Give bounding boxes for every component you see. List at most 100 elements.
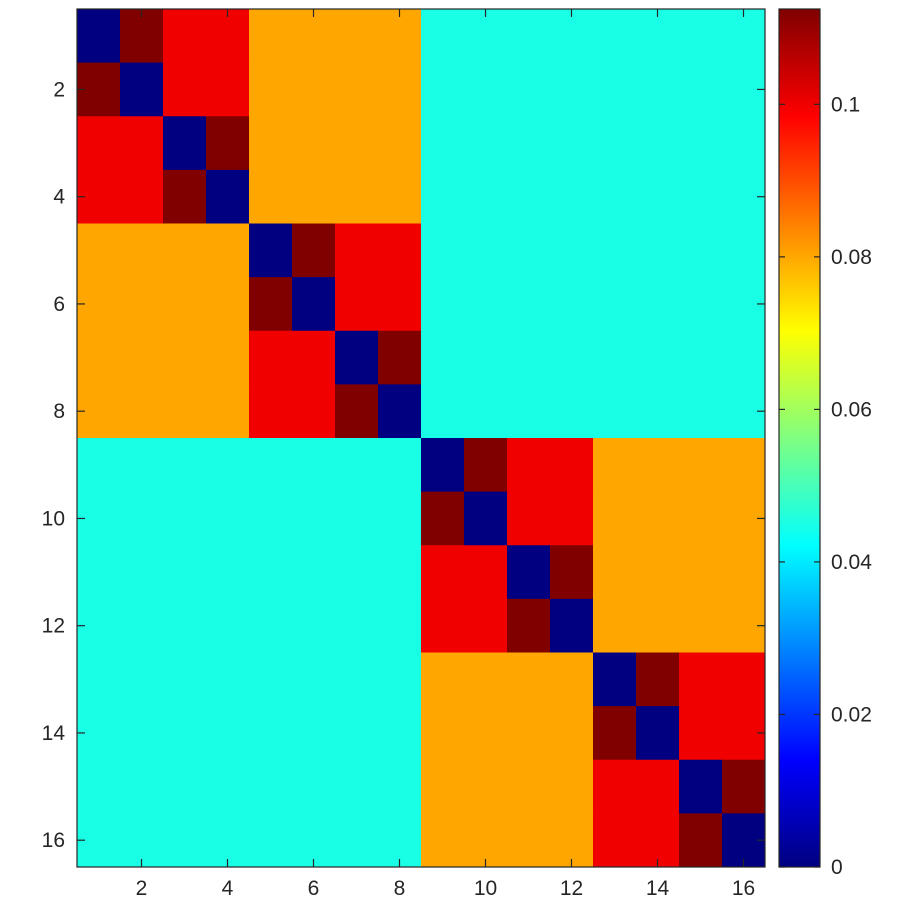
heatmap-cell <box>335 116 379 171</box>
heatmap-cell <box>636 706 680 761</box>
heatmap-cell <box>421 813 465 868</box>
heatmap-cell <box>722 330 766 385</box>
heatmap-cell <box>206 438 250 493</box>
heatmap-cell <box>163 652 207 707</box>
heatmap-cell <box>679 9 723 64</box>
heatmap-cell <box>464 223 508 278</box>
heatmap-cell <box>163 223 207 278</box>
heatmap-cells <box>77 9 766 868</box>
heatmap-cell <box>378 330 422 385</box>
heatmap-cell <box>679 598 723 653</box>
colorbar-frame <box>778 8 821 868</box>
heatmap-cell <box>507 384 551 439</box>
heatmap-cell <box>378 438 422 493</box>
heatmap-cell <box>464 62 508 117</box>
heatmap-cell <box>636 223 680 278</box>
heatmap-cell <box>335 277 379 332</box>
colorbar-tick-label: 0.1 <box>831 93 860 116</box>
heatmap-cell <box>679 169 723 224</box>
heatmap-cell <box>163 169 207 224</box>
heatmap-cell <box>550 9 594 64</box>
heatmap-cell <box>77 438 121 493</box>
heatmap-cell <box>120 706 164 761</box>
colorbar: 0 0.02 0.04 0.06 0.08 0.1 <box>778 8 872 879</box>
heatmap-cell <box>550 384 594 439</box>
heatmap-cell <box>292 545 336 600</box>
heatmap-cell <box>77 759 121 814</box>
heatmap-cell <box>120 759 164 814</box>
heatmap-cell <box>593 706 637 761</box>
heatmap-cell <box>593 438 637 493</box>
heatmap-cell <box>77 652 121 707</box>
heatmap-cell <box>77 9 121 64</box>
heatmap-cell <box>378 759 422 814</box>
heatmap-cell <box>120 813 164 868</box>
x-tick-label: 12 <box>560 877 583 900</box>
heatmap-cell <box>679 62 723 117</box>
heatmap-cell <box>292 652 336 707</box>
heatmap-cell <box>679 813 723 868</box>
heatmap-cell <box>421 652 465 707</box>
heatmap-cell <box>120 491 164 546</box>
heatmap-cell <box>335 330 379 385</box>
colorbar-gradient <box>779 9 820 867</box>
heatmap-cell <box>292 384 336 439</box>
colorbar-tick-label: 0 <box>831 856 843 879</box>
heatmap-cell <box>593 384 637 439</box>
heatmap-cell <box>722 116 766 171</box>
heatmap-cell <box>722 652 766 707</box>
heatmap-cell <box>206 330 250 385</box>
heatmap-cell <box>679 223 723 278</box>
heatmap-cell <box>77 545 121 600</box>
heatmap-cell <box>464 116 508 171</box>
heatmap-cell <box>206 652 250 707</box>
heatmap-cell <box>120 277 164 332</box>
heatmap-cell <box>120 652 164 707</box>
heatmap-cell <box>249 652 293 707</box>
heatmap-cell <box>249 169 293 224</box>
heatmap-cell <box>507 813 551 868</box>
heatmap-cell <box>335 223 379 278</box>
heatmap-cell <box>636 277 680 332</box>
heatmap-cell <box>507 652 551 707</box>
x-tick-label: 8 <box>394 877 406 900</box>
heatmap-cell <box>335 169 379 224</box>
heatmap-cell <box>421 438 465 493</box>
heatmap-cell <box>722 438 766 493</box>
heatmap-cell <box>550 545 594 600</box>
heatmap-cell <box>507 598 551 653</box>
heatmap-cell <box>249 545 293 600</box>
x-tick-label: 6 <box>308 877 320 900</box>
heatmap-cell <box>593 491 637 546</box>
heatmap-cell <box>335 491 379 546</box>
heatmap-cell <box>206 384 250 439</box>
colorbar-tick-label: 0.06 <box>831 398 872 421</box>
heatmap-cell <box>77 116 121 171</box>
heatmap-cell <box>249 277 293 332</box>
heatmap-cell <box>593 223 637 278</box>
heatmap-cell <box>163 438 207 493</box>
heatmap-cell <box>249 384 293 439</box>
heatmap-cell <box>378 223 422 278</box>
y-tick-label: 16 <box>42 829 65 852</box>
heatmap-cell <box>378 116 422 171</box>
heatmap-cell <box>335 62 379 117</box>
heatmap-cell <box>206 813 250 868</box>
colorbar-tick-labels: 0 0.02 0.04 0.06 0.08 0.1 <box>831 93 872 879</box>
heatmap-cell <box>464 277 508 332</box>
y-tick-label: 10 <box>42 507 65 530</box>
heatmap-cell <box>464 438 508 493</box>
heatmap-cell <box>163 598 207 653</box>
heatmap-cell <box>292 706 336 761</box>
heatmap-cell <box>507 223 551 278</box>
heatmap-cell <box>378 491 422 546</box>
y-tick-label: 8 <box>53 400 65 423</box>
heatmap-cell <box>421 598 465 653</box>
heatmap-cell <box>163 545 207 600</box>
heatmap-cell <box>464 706 508 761</box>
heatmap-cell <box>421 169 465 224</box>
heatmap-cell <box>120 545 164 600</box>
heatmap-cell <box>550 277 594 332</box>
heatmap-cell <box>507 9 551 64</box>
heatmap-cell <box>335 545 379 600</box>
